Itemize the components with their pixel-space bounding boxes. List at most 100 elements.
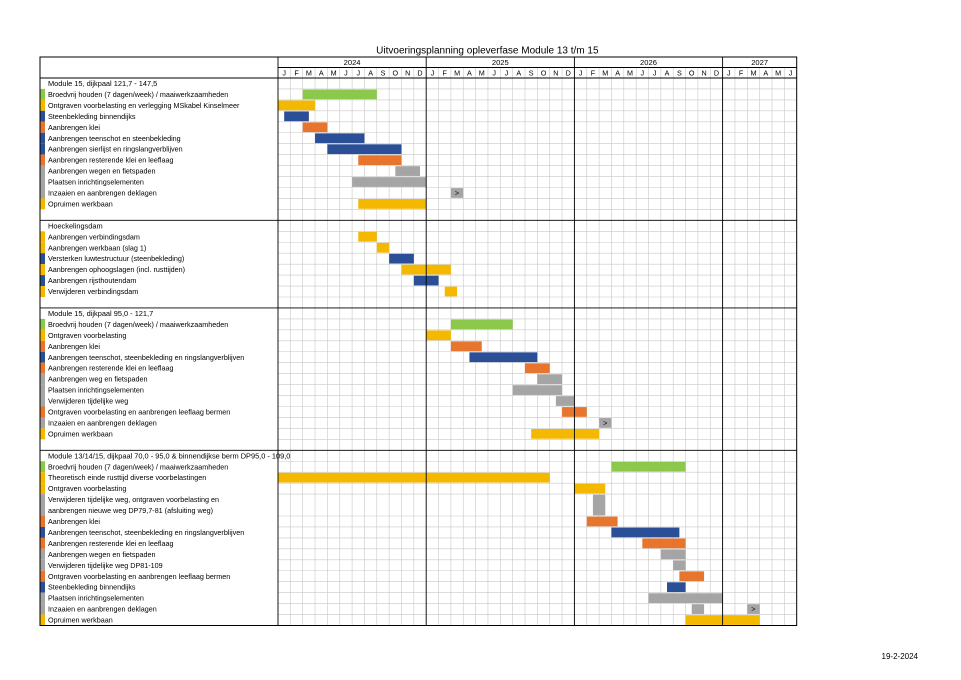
month-label: J: [282, 69, 286, 78]
task-label: Plaatsen inrichtingselementen: [48, 594, 144, 603]
task-bar: [450, 341, 482, 352]
task-label: Aanbrengen teenschot, steenbekleding en …: [48, 528, 244, 537]
chart-title: Uitvoeringsplanning opleverfase Module 1…: [376, 46, 599, 57]
task-bar: [642, 538, 686, 549]
task-label: Aanbrengen teenschot, steenbekleding en …: [48, 353, 244, 362]
task-bar: [673, 560, 686, 571]
month-label: M: [775, 69, 781, 78]
month-label: M: [479, 69, 485, 78]
month-label: M: [750, 69, 756, 78]
task-marker: >: [455, 189, 459, 198]
task-bar: [395, 166, 421, 176]
section-title: Module 15, dijkpaal 95,0 - 121,7: [48, 309, 153, 318]
month-label: J: [641, 69, 645, 78]
task-marker: >: [603, 418, 607, 427]
task-label: Inzaaien en aanbrengen deklagen: [48, 418, 157, 427]
month-label: J: [653, 69, 657, 78]
task-color-strip: [40, 570, 45, 582]
task-label: Aanbrengen verbindingsdam: [48, 232, 140, 241]
month-label: J: [505, 69, 509, 78]
task-label: Aanbrengen klei: [48, 342, 100, 351]
month-label: D: [417, 69, 422, 78]
task-label: aanbrengen nieuwe weg DP79,7-81 (afsluit…: [48, 506, 213, 515]
task-bar: [574, 483, 606, 494]
task-color-strip: [40, 428, 45, 440]
task-label: Aanbrengen resterende klei en leeflaag: [48, 539, 173, 548]
task-color-strip: [40, 143, 45, 155]
month-label: J: [431, 69, 435, 78]
task-color-strip: [40, 99, 45, 111]
task-color-strip: [40, 318, 45, 330]
section-title: Hoeckelingsdam: [48, 221, 103, 230]
task-label: Plaatsen inrichtingselementen: [48, 386, 144, 395]
task-label: Steenbekleding binnendijks: [48, 112, 136, 121]
task-color-strip: [40, 231, 45, 243]
month-label: N: [405, 69, 410, 78]
task-bar: [525, 363, 550, 374]
task-bar: [679, 571, 705, 582]
task-bar: [278, 472, 550, 483]
task-color-strip: [40, 198, 45, 210]
task-bar: [611, 461, 686, 472]
task-label: Ontgraven voorbelasting en verlegging MS…: [48, 101, 240, 110]
month-label: J: [492, 69, 496, 78]
month-label: A: [665, 69, 670, 78]
task-label: Ontgraven voorbelasting en aanbrengen le…: [48, 572, 230, 581]
task-label: Broedvrij houden (7 dagen/week) / maaiwe…: [48, 462, 228, 471]
task-color-strip: [40, 351, 45, 363]
task-color-strip: [40, 154, 45, 166]
task-bar: [358, 155, 402, 165]
task-color-strip: [40, 187, 45, 199]
task-bar: [592, 494, 606, 516]
task-color-strip: [40, 581, 45, 593]
task-bar: [444, 286, 458, 297]
task-color-strip: [40, 592, 45, 604]
month-label: M: [306, 69, 312, 78]
task-bar: [599, 418, 612, 428]
task-bar: [747, 604, 760, 614]
section-title: Module 15, dijkpaal 121,7 - 147,5: [48, 79, 157, 88]
task-color-strip: [40, 165, 45, 177]
task-label: Ontgraven voorbelasting en aanbrengen le…: [48, 408, 230, 417]
task-bar: [537, 374, 563, 384]
month-label: A: [516, 69, 521, 78]
task-label: Aanbrengen weg en fietspaden: [48, 375, 148, 384]
task-label: Aanbrengen teenschot en steenbekleding: [48, 134, 181, 143]
task-color-strip: [40, 483, 45, 495]
task-color-strip: [40, 526, 45, 538]
task-bar: [667, 582, 686, 593]
task-label: Verwijderen verbindingsdam: [48, 287, 138, 296]
task-color-strip: [40, 110, 45, 122]
task-bar: [691, 604, 705, 614]
year-label: 2024: [344, 58, 361, 67]
month-label: J: [579, 69, 583, 78]
task-label: Opruimen werkbaan: [48, 199, 113, 208]
month-label: S: [677, 69, 682, 78]
task-label: Versterken luwtestructuur (steenbekledin…: [48, 254, 184, 263]
month-label: O: [393, 69, 399, 78]
task-color-strip: [40, 88, 45, 100]
task-color-strip: [40, 176, 45, 188]
task-bar: [376, 242, 390, 253]
month-label: N: [553, 69, 558, 78]
task-color-strip: [40, 329, 45, 341]
task-bar: [531, 429, 600, 439]
task-color-strip: [40, 548, 45, 560]
task-label: Aanbrengen klei: [48, 123, 100, 132]
month-label: N: [701, 69, 706, 78]
month-label: D: [714, 69, 719, 78]
task-bar: [358, 199, 427, 209]
task-color-strip: [40, 253, 45, 265]
task-color-strip: [40, 559, 45, 571]
month-label: F: [591, 69, 596, 78]
month-label: O: [541, 69, 547, 78]
task-color-strip: [40, 461, 45, 473]
task-color-strip: [40, 614, 45, 626]
task-label: Aanbrengen klei: [48, 517, 100, 526]
task-label: Steenbekleding binnendijks: [48, 583, 136, 592]
task-label: Plaatsen inrichtingselementen: [48, 178, 144, 187]
month-label: M: [627, 69, 633, 78]
month-label: S: [381, 69, 386, 78]
task-label: Ontgraven voorbelasting: [48, 331, 126, 340]
